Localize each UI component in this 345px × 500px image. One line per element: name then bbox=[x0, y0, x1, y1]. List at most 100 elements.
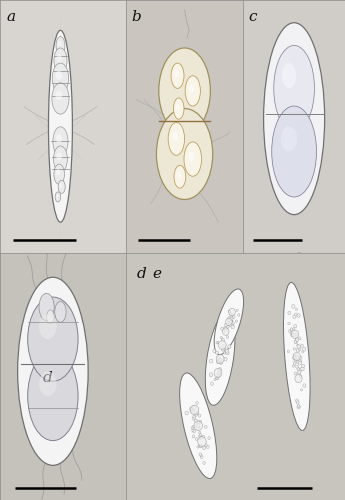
Ellipse shape bbox=[230, 313, 233, 316]
Ellipse shape bbox=[216, 351, 219, 354]
Ellipse shape bbox=[28, 297, 78, 381]
Ellipse shape bbox=[293, 328, 295, 330]
Ellipse shape bbox=[214, 289, 244, 354]
Ellipse shape bbox=[196, 424, 199, 426]
Ellipse shape bbox=[297, 405, 300, 408]
Ellipse shape bbox=[196, 424, 200, 428]
Ellipse shape bbox=[189, 84, 194, 93]
Ellipse shape bbox=[225, 349, 229, 353]
Ellipse shape bbox=[294, 372, 297, 375]
Ellipse shape bbox=[293, 334, 295, 336]
Ellipse shape bbox=[190, 405, 199, 415]
Ellipse shape bbox=[216, 360, 219, 364]
Ellipse shape bbox=[168, 122, 185, 156]
Ellipse shape bbox=[56, 152, 62, 160]
Ellipse shape bbox=[296, 365, 298, 368]
Ellipse shape bbox=[293, 365, 294, 367]
Ellipse shape bbox=[191, 410, 195, 414]
Ellipse shape bbox=[224, 352, 226, 354]
Ellipse shape bbox=[56, 134, 62, 143]
Ellipse shape bbox=[210, 382, 214, 386]
Ellipse shape bbox=[156, 108, 213, 200]
Ellipse shape bbox=[284, 282, 310, 430]
Ellipse shape bbox=[47, 310, 54, 324]
Ellipse shape bbox=[213, 349, 216, 352]
Ellipse shape bbox=[208, 436, 210, 440]
Ellipse shape bbox=[299, 375, 302, 378]
Ellipse shape bbox=[293, 354, 296, 358]
Ellipse shape bbox=[198, 436, 206, 446]
Ellipse shape bbox=[296, 401, 299, 404]
Ellipse shape bbox=[223, 328, 229, 336]
Ellipse shape bbox=[216, 342, 218, 344]
Ellipse shape bbox=[274, 46, 315, 132]
Ellipse shape bbox=[297, 344, 300, 348]
Text: c: c bbox=[248, 10, 257, 24]
Ellipse shape bbox=[197, 421, 200, 424]
Ellipse shape bbox=[184, 142, 201, 176]
Ellipse shape bbox=[180, 373, 217, 478]
Ellipse shape bbox=[226, 351, 229, 355]
Ellipse shape bbox=[56, 70, 62, 80]
Ellipse shape bbox=[218, 371, 220, 374]
Ellipse shape bbox=[58, 41, 61, 46]
Ellipse shape bbox=[56, 194, 59, 198]
Ellipse shape bbox=[292, 304, 295, 308]
Ellipse shape bbox=[56, 36, 65, 54]
Ellipse shape bbox=[230, 312, 232, 314]
Ellipse shape bbox=[297, 314, 300, 318]
Ellipse shape bbox=[204, 426, 207, 428]
Ellipse shape bbox=[193, 430, 196, 433]
Ellipse shape bbox=[54, 48, 67, 73]
Ellipse shape bbox=[296, 348, 300, 352]
Ellipse shape bbox=[56, 169, 60, 175]
Ellipse shape bbox=[192, 435, 195, 438]
Ellipse shape bbox=[174, 70, 179, 78]
Ellipse shape bbox=[224, 330, 226, 332]
Ellipse shape bbox=[290, 334, 294, 336]
Ellipse shape bbox=[176, 104, 180, 110]
Ellipse shape bbox=[196, 402, 198, 404]
Ellipse shape bbox=[192, 406, 196, 409]
Ellipse shape bbox=[238, 314, 240, 316]
Ellipse shape bbox=[293, 362, 296, 365]
Ellipse shape bbox=[302, 351, 304, 353]
Ellipse shape bbox=[174, 98, 184, 119]
Ellipse shape bbox=[199, 453, 202, 456]
Ellipse shape bbox=[204, 444, 207, 447]
Ellipse shape bbox=[195, 413, 197, 416]
Ellipse shape bbox=[55, 302, 66, 322]
Ellipse shape bbox=[174, 166, 186, 188]
Ellipse shape bbox=[199, 435, 201, 438]
Ellipse shape bbox=[228, 320, 230, 322]
Ellipse shape bbox=[294, 359, 297, 362]
Ellipse shape bbox=[224, 326, 227, 330]
Ellipse shape bbox=[218, 358, 221, 362]
Ellipse shape bbox=[203, 446, 206, 450]
Text: b: b bbox=[132, 10, 141, 24]
Ellipse shape bbox=[228, 345, 231, 348]
Ellipse shape bbox=[192, 416, 195, 420]
Ellipse shape bbox=[18, 277, 88, 466]
Ellipse shape bbox=[185, 76, 200, 106]
Ellipse shape bbox=[197, 446, 199, 448]
Ellipse shape bbox=[53, 127, 68, 156]
Ellipse shape bbox=[195, 438, 198, 440]
Ellipse shape bbox=[288, 330, 291, 332]
Ellipse shape bbox=[217, 377, 219, 380]
Ellipse shape bbox=[39, 372, 57, 396]
Ellipse shape bbox=[300, 344, 303, 347]
Ellipse shape bbox=[224, 324, 227, 326]
Ellipse shape bbox=[295, 354, 297, 357]
Ellipse shape bbox=[229, 323, 233, 326]
Ellipse shape bbox=[228, 318, 230, 322]
Ellipse shape bbox=[236, 309, 238, 312]
Ellipse shape bbox=[287, 350, 289, 352]
Ellipse shape bbox=[188, 152, 195, 162]
Ellipse shape bbox=[218, 368, 221, 372]
Ellipse shape bbox=[296, 360, 299, 364]
Ellipse shape bbox=[223, 348, 225, 350]
Ellipse shape bbox=[52, 63, 69, 94]
Ellipse shape bbox=[221, 348, 225, 351]
Ellipse shape bbox=[196, 412, 199, 414]
